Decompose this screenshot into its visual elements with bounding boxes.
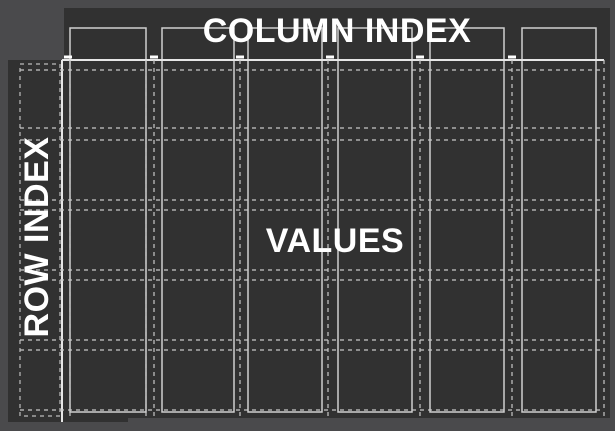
row-index-label: ROW INDEX (18, 136, 56, 338)
column-box-1 (69, 27, 147, 413)
column-box-6 (521, 27, 597, 413)
column-box-3 (247, 27, 323, 413)
column-index-label: COLUMN INDEX (202, 12, 472, 50)
values-label: VALUES (265, 222, 405, 260)
row-index-panel (8, 60, 128, 422)
column-box-5 (429, 27, 505, 413)
row-index-dashed-box (19, 63, 61, 417)
column-box-4 (337, 27, 413, 413)
column-box-2 (161, 27, 235, 413)
